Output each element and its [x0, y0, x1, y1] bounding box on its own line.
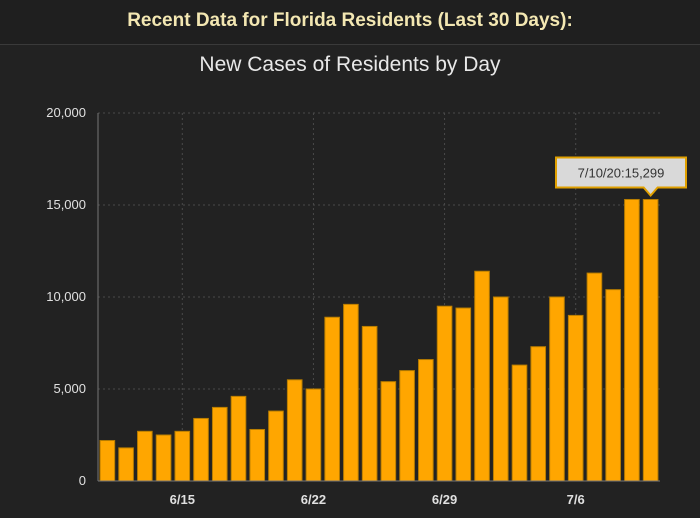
bar: [549, 296, 565, 482]
y-tick-label: 20,000: [46, 105, 86, 120]
bar: [511, 364, 528, 482]
bar: [286, 379, 303, 482]
bar: [211, 406, 228, 482]
bar: [605, 289, 621, 482]
bar: [399, 370, 415, 482]
bar: [118, 447, 134, 482]
bar: [137, 430, 153, 482]
bar: [380, 381, 397, 482]
bar: [436, 305, 453, 482]
bar: [624, 198, 640, 482]
bar: [567, 314, 584, 482]
x-tick-label: 7/6: [567, 492, 585, 507]
bar: [530, 346, 547, 482]
header-bar: [0, 0, 700, 45]
bar: [230, 395, 247, 482]
y-tick-label: 10,000: [46, 289, 86, 304]
bar: [455, 307, 472, 482]
bar: [305, 388, 322, 482]
bar: [343, 303, 359, 482]
bar: [249, 428, 266, 482]
bar: [642, 198, 659, 482]
bar: [492, 296, 509, 482]
y-tick-label: 5,000: [53, 381, 86, 396]
bar: [324, 316, 340, 482]
x-tick-label: 6/22: [301, 492, 326, 507]
tooltip-label: 7/10/20:15,299: [578, 165, 665, 180]
tooltip-box: [555, 156, 687, 198]
header-title: Recent Data for Florida Residents (Last …: [127, 10, 573, 31]
bar: [268, 410, 284, 482]
y-tick-label: 15,000: [46, 197, 86, 212]
chart-title: New Cases of Residents by Day: [199, 53, 501, 76]
x-tick-label: 6/15: [170, 492, 195, 507]
y-tick-label: 0: [79, 473, 86, 488]
x-tick-label: 6/29: [432, 492, 457, 507]
bar: [193, 417, 209, 482]
bar: [418, 359, 434, 482]
bar: [361, 325, 378, 482]
bar: [174, 430, 191, 482]
bar: [474, 270, 490, 482]
bar: [99, 440, 116, 482]
bar: [586, 272, 603, 482]
bar: [155, 434, 172, 482]
